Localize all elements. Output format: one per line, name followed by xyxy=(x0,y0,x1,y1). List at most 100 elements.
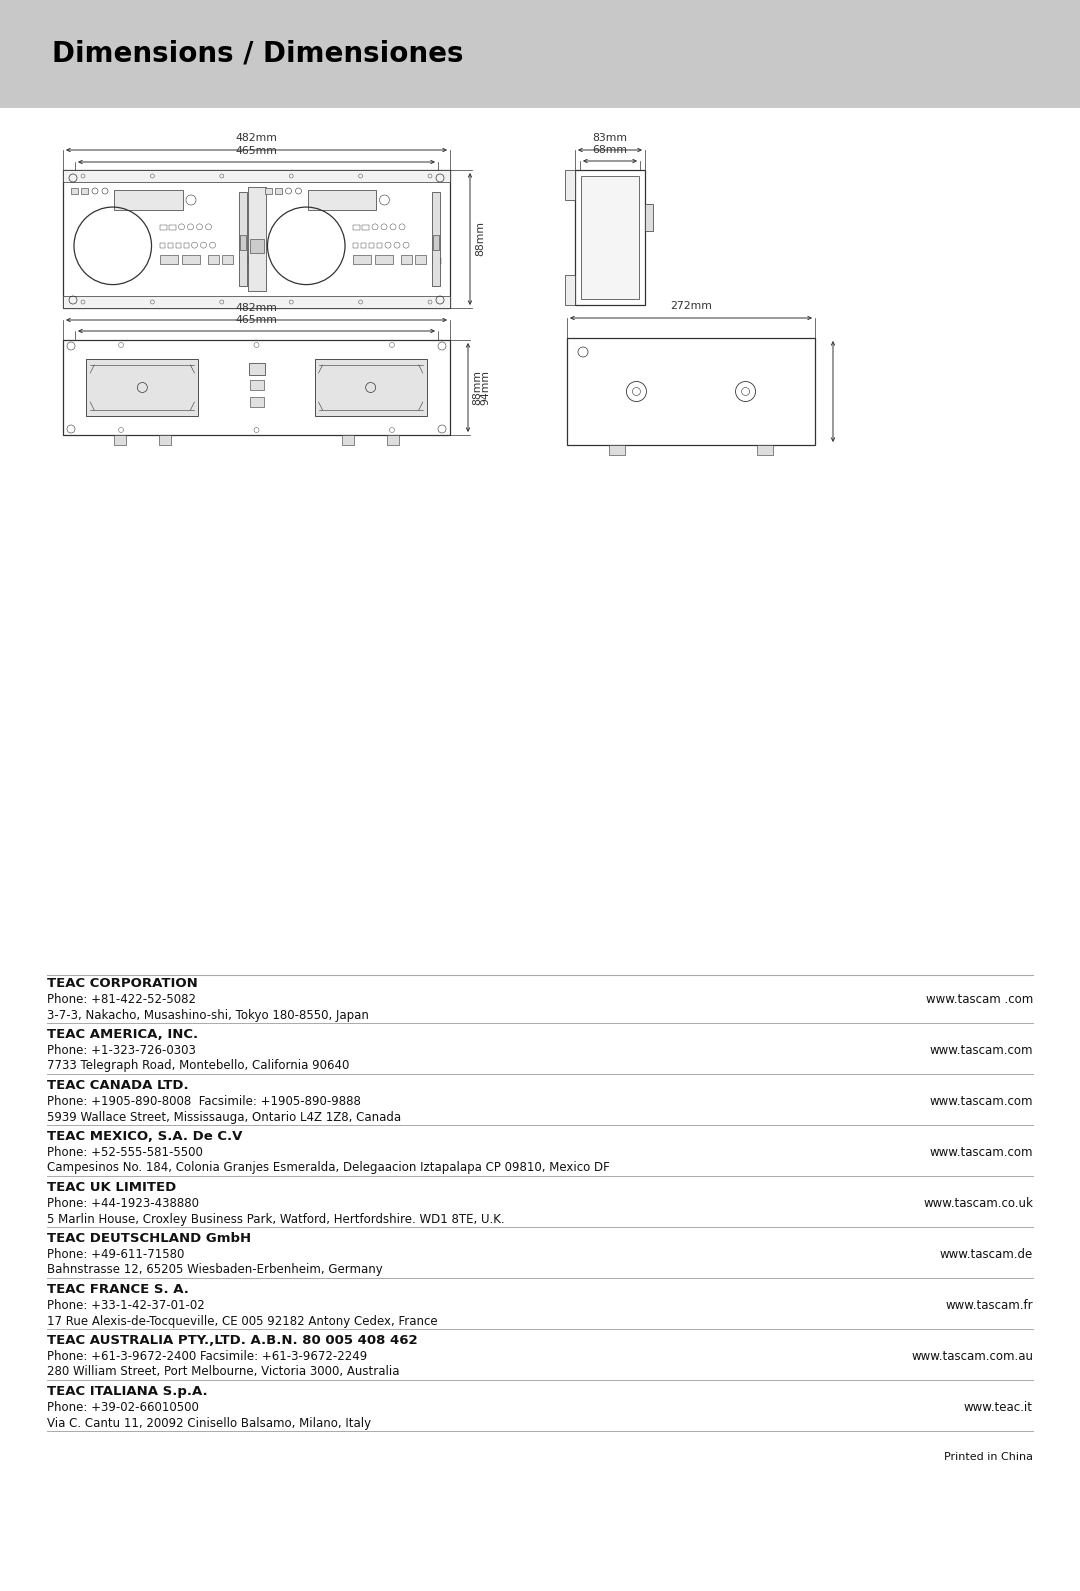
Text: www.tascam.com.au: www.tascam.com.au xyxy=(912,1351,1032,1363)
Bar xyxy=(63,170,450,309)
Bar xyxy=(342,434,354,445)
Text: 88mm: 88mm xyxy=(475,221,485,256)
Bar xyxy=(353,255,372,264)
Text: www.tascam.de: www.tascam.de xyxy=(940,1247,1032,1262)
Text: TEAC CANADA LTD.: TEAC CANADA LTD. xyxy=(48,1079,189,1091)
Bar xyxy=(240,235,245,250)
Text: www.tascam.co.uk: www.tascam.co.uk xyxy=(923,1196,1032,1211)
Bar xyxy=(248,363,265,375)
Text: Phone: +81-422-52-5082: Phone: +81-422-52-5082 xyxy=(48,993,195,1006)
Bar xyxy=(249,380,264,390)
Text: 94mm: 94mm xyxy=(480,371,490,406)
Bar xyxy=(249,398,264,407)
Bar xyxy=(432,193,440,286)
Text: 5939 Wallace Street, Mississauga, Ontario L4Z 1Z8, Canada: 5939 Wallace Street, Mississauga, Ontari… xyxy=(48,1111,401,1123)
Text: www.teac.it: www.teac.it xyxy=(964,1402,1032,1414)
Bar xyxy=(377,243,382,248)
Text: 83mm: 83mm xyxy=(593,134,627,143)
Text: Bahnstrasse 12, 65205 Wiesbaden-Erbenheim, Germany: Bahnstrasse 12, 65205 Wiesbaden-Erbenhei… xyxy=(48,1263,382,1276)
Bar xyxy=(369,243,374,248)
Bar xyxy=(362,224,369,229)
Bar xyxy=(86,360,199,415)
Bar xyxy=(581,177,639,299)
Bar xyxy=(645,204,653,231)
Bar xyxy=(314,360,427,415)
Text: TEAC AUSTRALIA PTY.,LTD. A.B.N. 80 005 408 462: TEAC AUSTRALIA PTY.,LTD. A.B.N. 80 005 4… xyxy=(48,1333,418,1348)
Bar xyxy=(361,243,366,248)
Text: www.tascam .com: www.tascam .com xyxy=(926,993,1032,1006)
Bar xyxy=(353,224,360,229)
Text: Phone: +44-1923-438880: Phone: +44-1923-438880 xyxy=(48,1196,199,1211)
Text: 88mm: 88mm xyxy=(472,371,482,406)
Bar xyxy=(265,188,271,194)
Bar xyxy=(114,189,183,210)
Bar xyxy=(221,255,232,264)
Text: www.tascam.com: www.tascam.com xyxy=(930,1044,1032,1056)
Text: Phone: +1-323-726-0303: Phone: +1-323-726-0303 xyxy=(48,1044,195,1056)
Bar xyxy=(353,243,359,248)
Text: 465mm: 465mm xyxy=(235,146,278,156)
Bar xyxy=(184,243,189,248)
Bar xyxy=(63,340,450,434)
Text: Phone: +39-02-66010500: Phone: +39-02-66010500 xyxy=(48,1402,199,1414)
Bar xyxy=(176,243,180,248)
Bar xyxy=(415,255,426,264)
Text: www.tascam.fr: www.tascam.fr xyxy=(945,1298,1032,1313)
Text: TEAC UK LIMITED: TEAC UK LIMITED xyxy=(48,1181,176,1193)
Bar xyxy=(207,255,218,264)
Text: 5 Marlin House, Croxley Business Park, Watford, Hertfordshire. WD1 8TE, U.K.: 5 Marlin House, Croxley Business Park, W… xyxy=(48,1212,504,1225)
Bar xyxy=(81,188,87,194)
Text: TEAC DEUTSCHLAND GmbH: TEAC DEUTSCHLAND GmbH xyxy=(48,1231,252,1246)
Bar xyxy=(63,296,450,309)
Text: 465mm: 465mm xyxy=(235,315,278,325)
Bar xyxy=(433,258,441,264)
Bar xyxy=(609,445,624,455)
Bar xyxy=(249,239,264,253)
Text: 17 Rue Alexis-de-Tocqueville, CE 005 92182 Antony Cedex, France: 17 Rue Alexis-de-Tocqueville, CE 005 921… xyxy=(48,1314,437,1327)
Bar xyxy=(387,434,400,445)
Bar xyxy=(565,275,575,305)
Bar xyxy=(159,434,171,445)
Text: Phone: +1905-890-8008  Facsimile: +1905-890-9888: Phone: +1905-890-8008 Facsimile: +1905-8… xyxy=(48,1095,361,1107)
Bar xyxy=(0,0,1080,108)
Text: TEAC CORPORATION: TEAC CORPORATION xyxy=(48,977,198,990)
Text: TEAC MEXICO, S.A. De C.V: TEAC MEXICO, S.A. De C.V xyxy=(48,1130,242,1142)
Text: 7733 Telegraph Road, Montebello, California 90640: 7733 Telegraph Road, Montebello, Califor… xyxy=(48,1060,349,1072)
Bar xyxy=(401,255,413,264)
Text: 280 William Street, Port Melbourne, Victoria 3000, Australia: 280 William Street, Port Melbourne, Vict… xyxy=(48,1365,400,1378)
Bar xyxy=(160,224,166,229)
Text: www.tascam.com: www.tascam.com xyxy=(930,1095,1032,1107)
Text: 482mm: 482mm xyxy=(235,134,278,143)
Bar xyxy=(567,337,815,445)
Text: Campesinos No. 184, Colonia Granjes Esmeralda, Delegaacion Iztapalapa CP 09810, : Campesinos No. 184, Colonia Granjes Esme… xyxy=(48,1161,610,1174)
Text: TEAC FRANCE S. A.: TEAC FRANCE S. A. xyxy=(48,1282,189,1297)
Bar xyxy=(565,170,575,200)
Bar xyxy=(167,243,173,248)
Bar xyxy=(63,170,450,181)
Text: TEAC ITALIANA S.p.A.: TEAC ITALIANA S.p.A. xyxy=(48,1386,207,1398)
Text: Phone: +61-3-9672-2400 Facsimile: +61-3-9672-2249: Phone: +61-3-9672-2400 Facsimile: +61-3-… xyxy=(48,1351,367,1363)
Bar xyxy=(757,445,773,455)
Bar xyxy=(160,255,177,264)
Bar xyxy=(575,170,645,305)
Bar xyxy=(375,255,393,264)
Text: Via C. Cantu 11, 20092 Cinisello Balsamo, Milano, Italy: Via C. Cantu 11, 20092 Cinisello Balsamo… xyxy=(48,1416,372,1429)
Text: Phone: +52-555-581-5500: Phone: +52-555-581-5500 xyxy=(48,1146,203,1158)
Bar xyxy=(274,188,282,194)
Text: Dimensions / Dimensiones: Dimensions / Dimensiones xyxy=(52,40,463,68)
Bar xyxy=(71,188,78,194)
Bar xyxy=(240,258,247,264)
Bar xyxy=(433,235,438,250)
Bar xyxy=(247,188,266,291)
Bar xyxy=(168,224,176,229)
Bar xyxy=(239,193,246,286)
Text: 68mm: 68mm xyxy=(593,145,627,154)
Text: 482mm: 482mm xyxy=(235,302,278,313)
Bar xyxy=(160,243,164,248)
Text: www.tascam.com: www.tascam.com xyxy=(930,1146,1032,1158)
Text: Printed in China: Printed in China xyxy=(944,1453,1032,1462)
Text: TEAC AMERICA, INC.: TEAC AMERICA, INC. xyxy=(48,1028,198,1041)
Text: 3-7-3, Nakacho, Musashino-shi, Tokyo 180-8550, Japan: 3-7-3, Nakacho, Musashino-shi, Tokyo 180… xyxy=(48,1009,369,1021)
Text: Phone: +33-1-42-37-01-02: Phone: +33-1-42-37-01-02 xyxy=(48,1298,205,1313)
Text: 272mm: 272mm xyxy=(670,301,712,310)
